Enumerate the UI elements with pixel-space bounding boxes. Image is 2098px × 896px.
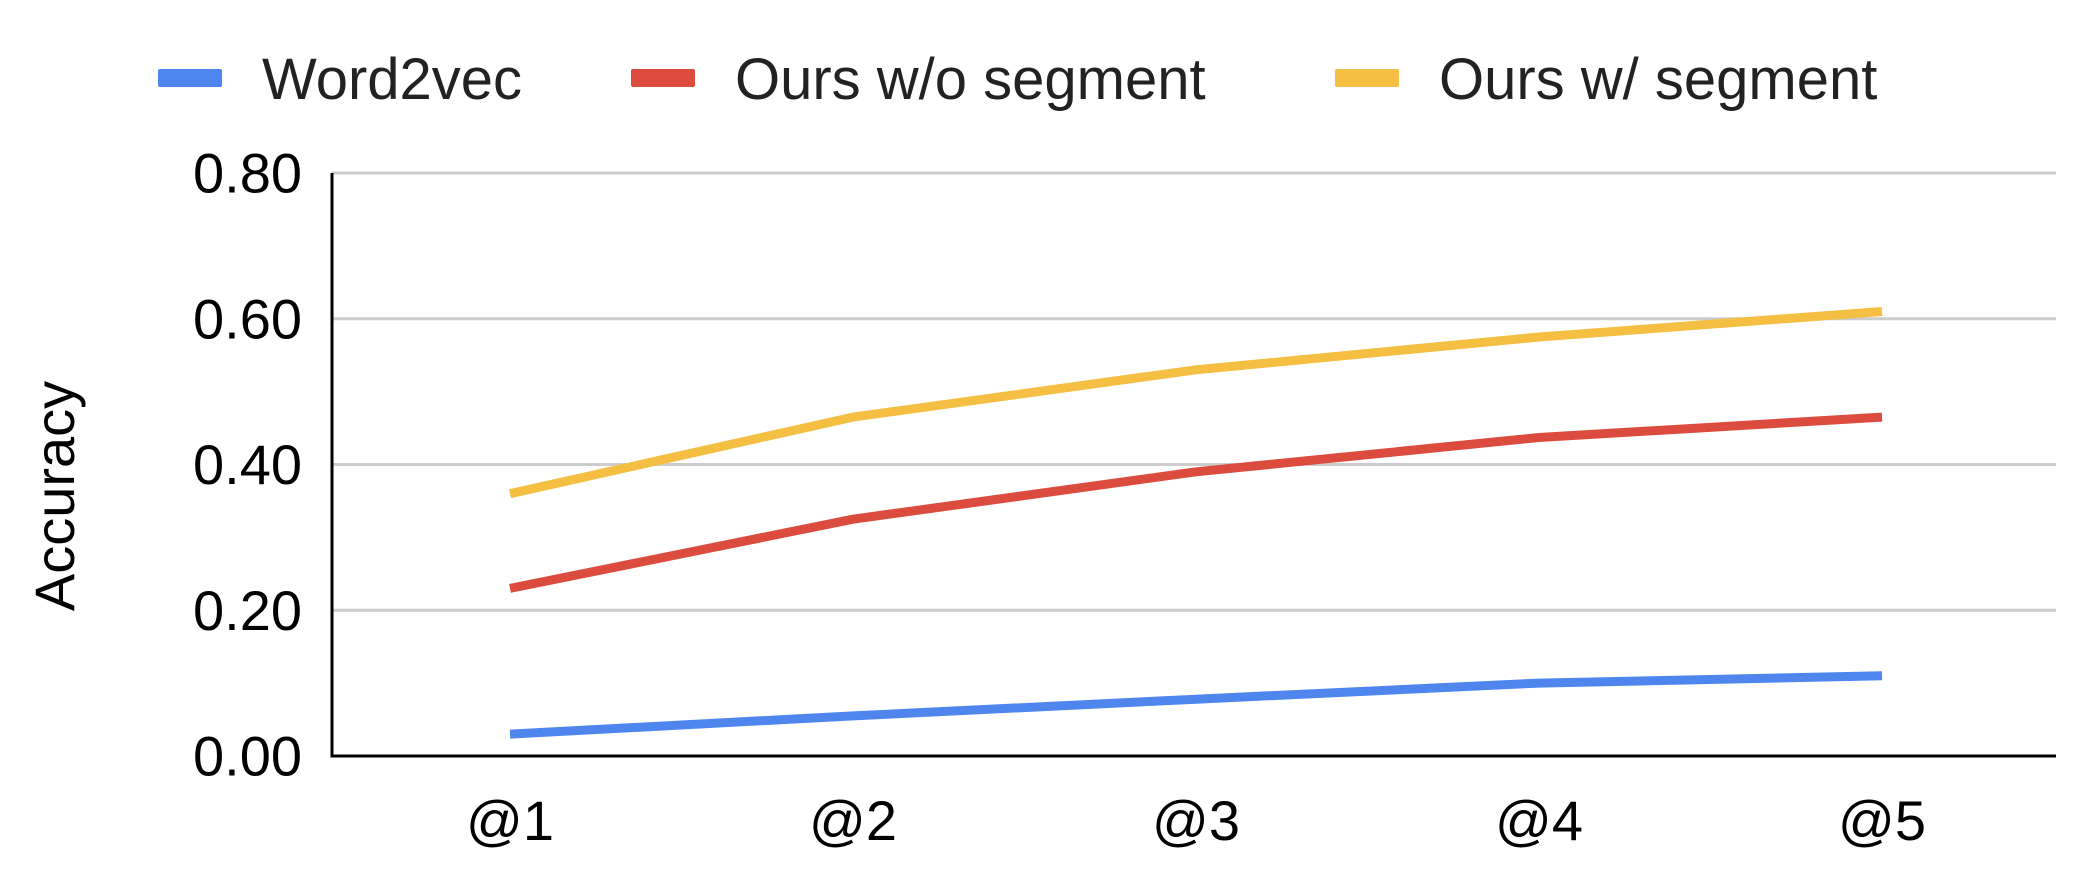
x-tick-label-0: @1 — [466, 789, 554, 852]
y-tick-label-0: 0.80 — [193, 142, 302, 205]
x-tick-label-1: @2 — [809, 789, 897, 852]
y-tick-label-2: 0.40 — [193, 433, 302, 496]
legend-label-1: Ours w/o segment — [735, 47, 1206, 112]
y-tick-label-3: 0.20 — [193, 579, 302, 642]
legend-label-0: Word2vec — [262, 47, 522, 112]
x-tick-labels: @1 @2 @3 @4 @5 — [466, 789, 1926, 852]
legend-item-0: Word2vec — [158, 47, 522, 112]
series-line-ours-without-segment — [509, 412, 1883, 593]
series-lines — [509, 307, 1883, 739]
axis-lines — [330, 173, 2056, 758]
legend-item-1: Ours w/o segment — [631, 47, 1206, 112]
gridlines — [332, 171, 2056, 612]
y-tick-label-1: 0.60 — [193, 287, 302, 350]
y-tick-labels: 0.80 0.60 0.40 0.20 0.00 — [193, 142, 302, 788]
x-tick-label-3: @4 — [1495, 789, 1583, 852]
y-axis-title: Accuracy — [23, 381, 86, 611]
legend-swatch-1 — [631, 69, 695, 87]
legend-item-2: Ours w/ segment — [1335, 47, 1877, 112]
legend: Word2vec Ours w/o segment Ours w/ segmen… — [158, 47, 1877, 112]
series-line-word2vec — [509, 671, 1883, 739]
x-tick-label-4: @5 — [1838, 789, 1926, 852]
series-line-ours-with-segment — [509, 307, 1883, 499]
x-tick-label-2: @3 — [1152, 789, 1240, 852]
legend-label-2: Ours w/ segment — [1439, 47, 1877, 112]
y-tick-label-4: 0.00 — [193, 725, 302, 788]
legend-swatch-2 — [1335, 69, 1399, 87]
legend-swatch-0 — [158, 69, 222, 87]
